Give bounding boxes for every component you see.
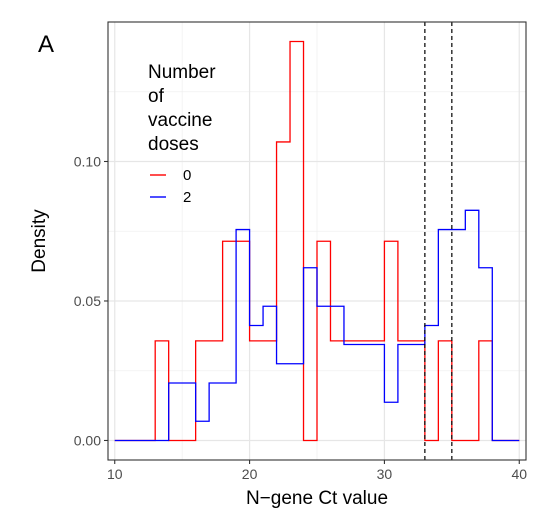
legend-title-line: vaccine bbox=[148, 110, 212, 131]
x-tick-label: 40 bbox=[511, 466, 527, 482]
legend-title-line: of bbox=[148, 86, 165, 107]
histogram-series bbox=[114, 40, 520, 442]
x-tick-label: 10 bbox=[107, 466, 123, 482]
plot-border bbox=[107, 21, 527, 461]
y-tick-label: 0.05 bbox=[74, 293, 101, 309]
y-tick-label: 0.10 bbox=[74, 153, 101, 169]
y-axis-ticks: 0.00 0.05 0.10 bbox=[74, 153, 108, 448]
threshold-lines bbox=[424, 22, 453, 460]
legend: Number of vaccine doses 0 2 bbox=[148, 62, 216, 206]
legend-title-line: Number bbox=[148, 62, 216, 83]
x-axis-title: N−gene Ct value bbox=[246, 488, 388, 509]
panel-label: A bbox=[38, 31, 54, 58]
x-tick-label: 20 bbox=[242, 466, 258, 482]
y-tick-label: 0.00 bbox=[74, 432, 101, 448]
x-tick-label: 30 bbox=[377, 466, 393, 482]
y-axis-title: Density bbox=[29, 209, 50, 273]
histogram-series-2 bbox=[114, 209, 520, 442]
legend-title-line: doses bbox=[148, 134, 199, 155]
histogram-series-0 bbox=[114, 40, 520, 442]
legend-label-0: 0 bbox=[183, 167, 191, 184]
x-axis-ticks: 10 20 30 40 bbox=[107, 460, 527, 482]
legend-label-2: 2 bbox=[183, 189, 191, 206]
